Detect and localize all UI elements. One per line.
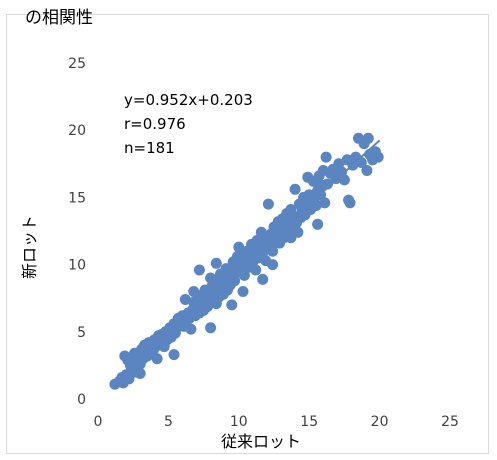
data-point — [185, 323, 197, 335]
data-point — [267, 259, 279, 271]
x-tick-labels: 0 5 10 15 20 25 — [94, 414, 459, 430]
data-point — [226, 299, 238, 311]
y-tick-label: 10 — [68, 258, 86, 274]
data-point — [238, 269, 250, 281]
data-point — [168, 349, 180, 361]
data-point — [188, 286, 200, 297]
data-point — [310, 200, 322, 211]
x-tick-label: 20 — [371, 414, 389, 430]
data-point — [134, 368, 146, 379]
y-tick-label: 5 — [77, 325, 86, 341]
data-point — [210, 257, 222, 269]
annotation-equation: y=0.952x+0.203 — [124, 91, 253, 109]
chart-frame: の相関性 0 5 10 15 20 25 0 5 10 15 20 25 y=0.952x+0.20… — [6, 8, 489, 454]
y-axis-title: 新ロット — [20, 215, 39, 279]
annotation-r: r=0.976 — [124, 115, 186, 133]
data-point — [322, 178, 333, 190]
chart-title-clipped: の相関性 — [25, 8, 93, 28]
y-tick-label: 0 — [77, 392, 86, 408]
data-point — [289, 183, 301, 195]
y-tick-label: 25 — [68, 56, 86, 72]
data-point — [179, 294, 191, 305]
data-point — [372, 151, 384, 163]
data-point — [312, 218, 324, 230]
x-tick-label: 5 — [164, 414, 173, 430]
x-tick-label: 10 — [230, 414, 248, 430]
x-tick-label: 0 — [94, 414, 103, 430]
data-point — [193, 264, 205, 276]
data-point — [250, 264, 262, 276]
data-point — [267, 245, 279, 257]
x-tick-label: 25 — [441, 414, 459, 430]
data-point — [338, 174, 350, 186]
data-point — [362, 132, 374, 144]
data-point — [262, 198, 274, 210]
x-tick-label: 15 — [300, 414, 318, 430]
y-tick-labels: 0 5 10 15 20 25 — [68, 56, 86, 408]
scatter-plot: 0 5 10 15 20 25 0 5 10 15 20 25 y=0.952x+0.203 r=0… — [20, 56, 459, 451]
data-point — [320, 151, 332, 163]
data-point — [285, 232, 297, 244]
data-point — [257, 273, 269, 285]
x-axis-title: 従来ロット — [221, 432, 301, 451]
data-point — [361, 165, 373, 176]
data-point — [343, 194, 355, 206]
data-point — [319, 197, 331, 209]
annotation-n: n=181 — [124, 139, 175, 157]
data-point — [151, 353, 163, 365]
y-tick-label: 15 — [68, 190, 86, 206]
trendline — [114, 139, 381, 382]
y-tick-label: 20 — [68, 123, 86, 139]
data-point — [237, 286, 249, 297]
data-point — [123, 373, 135, 385]
data-point — [205, 322, 217, 334]
